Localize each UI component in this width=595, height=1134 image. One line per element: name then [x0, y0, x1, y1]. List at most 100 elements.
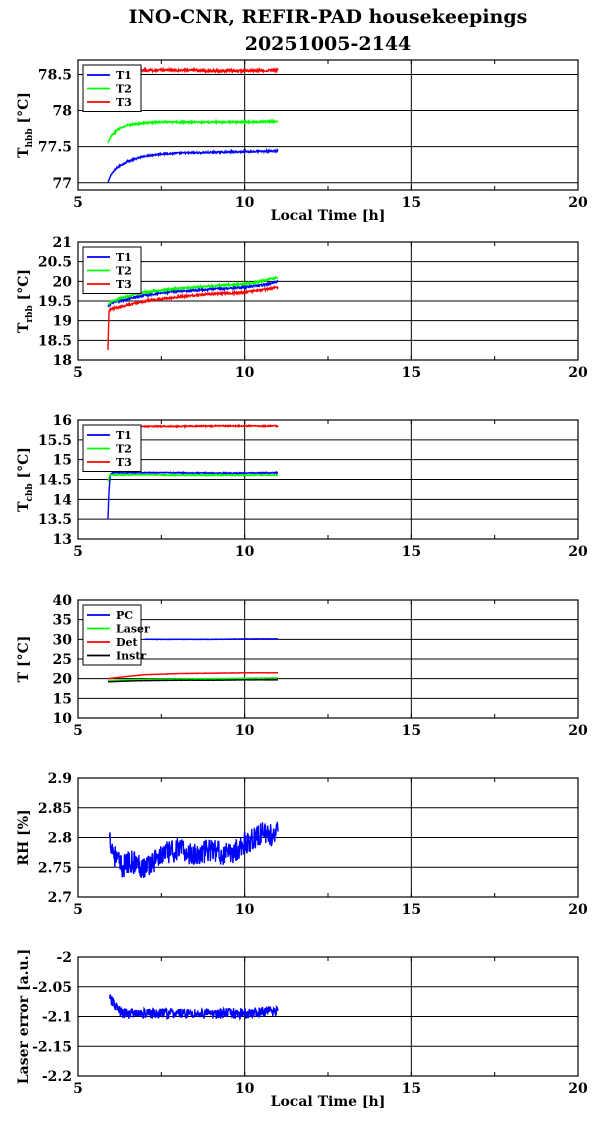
y-tick-label: 21 [53, 235, 72, 251]
x-tick-label: 15 [402, 365, 421, 381]
series-line-t1 [107, 147, 279, 183]
y-tick-label: 2.8 [48, 831, 72, 847]
legend-label: T1 [116, 251, 132, 264]
y-axis-label: RH [%] [16, 809, 32, 865]
y-tick-label: 19.5 [38, 294, 72, 310]
x-tick-label: 20 [568, 195, 588, 211]
y-tick-label: 13.5 [38, 512, 72, 528]
legend-label: T2 [116, 443, 132, 456]
y-tick-label: 2.9 [48, 771, 72, 787]
series-line-pc [144, 637, 279, 641]
legend-label: T3 [116, 456, 132, 469]
series-line-instr [107, 678, 279, 683]
panel-2: 18 18.5 19 19.5 20 20.5 21 5 10 15 20 Trbb [°C] T1T2… [16, 235, 588, 381]
y-axis-label: Tcbb [°C] [16, 447, 35, 512]
y-tick-label: 16 [53, 413, 72, 429]
series-line-data [108, 821, 279, 879]
y-tick-label: 13 [53, 532, 72, 548]
x-tick-label: 10 [235, 1081, 255, 1097]
x-tick-label: 5 [73, 902, 83, 918]
panel-1: 77 77.5 78 78.5 5 10 15 20 Local Time [h] Thbb [°… [16, 59, 588, 224]
panel-3: 13 13.5 14 14.5 15 15.5 16 5 10 15 20 Tcbb [°C] T1T2… [16, 413, 588, 560]
y-tick-label: 20 [53, 274, 73, 290]
x-tick-label: 10 [235, 195, 255, 211]
x-tick-label: 15 [402, 723, 421, 739]
y-tick-label: 19 [53, 314, 72, 330]
x-axis-label: Local Time [h] [271, 1094, 386, 1110]
series-line-t3 [127, 423, 279, 429]
x-tick-label: 20 [568, 544, 588, 560]
y-tick-label: 77.5 [38, 140, 72, 156]
series-line-t1 [107, 279, 279, 308]
series-line-data [108, 994, 279, 1021]
y-tick-label: 2.75 [38, 860, 72, 876]
y-tick-label: 2.85 [38, 801, 72, 817]
legend-label: T1 [116, 429, 132, 442]
y-axis-label: T [°C] [16, 636, 32, 683]
y-tick-label: 15 [53, 691, 72, 707]
y-tick-label: -2.15 [32, 1039, 72, 1055]
x-tick-label: 20 [568, 1081, 588, 1097]
series-line-t2 [107, 118, 279, 144]
y-tick-label: 40 [53, 593, 73, 609]
plot-frame [77, 59, 579, 191]
y-tick-label: 10 [53, 711, 73, 727]
y-tick-label: -2.2 [42, 1069, 72, 1085]
series-line-laser [107, 677, 279, 682]
series-line-det [107, 671, 279, 680]
x-tick-label: 5 [73, 365, 83, 381]
x-tick-label: 10 [235, 723, 255, 739]
legend-label: T2 [116, 83, 132, 96]
figure-title-line2: 20251005-2144 [245, 33, 412, 55]
panel-6: -2.2 -2.15 -2.1 -2.05 -2 5 10 15 20 Local Time [h… [16, 949, 588, 1110]
x-tick-label: 5 [73, 1081, 83, 1097]
y-tick-label: 2.7 [48, 890, 72, 906]
x-tick-label: 15 [402, 1081, 421, 1097]
y-tick-label: -2 [56, 950, 72, 966]
legend-label: Det [116, 636, 139, 649]
x-tick-label: 20 [568, 365, 588, 381]
y-tick-label: 30 [53, 632, 73, 648]
legend-label: T1 [116, 69, 132, 82]
panels: 77 77.5 78 78.5 5 10 15 20 Local Time [h] Thbb [°… [16, 59, 588, 1110]
series-line-t3 [117, 66, 279, 75]
plot-frame [77, 956, 579, 1077]
x-tick-label: 5 [73, 544, 83, 560]
x-tick-label: 20 [568, 723, 588, 739]
y-tick-label: 14 [53, 492, 73, 508]
y-tick-label: 77 [53, 176, 72, 192]
figure-title-line1: INO-CNR, REFIR-PAD housekeepings [129, 6, 528, 28]
plot-frame [77, 777, 579, 898]
legend-label: T2 [116, 265, 132, 278]
series-line-t2 [107, 472, 279, 482]
plot-frame [77, 419, 579, 540]
x-tick-label: 5 [73, 195, 83, 211]
y-tick-label: 35 [53, 613, 72, 629]
x-tick-label: 10 [235, 902, 255, 918]
legend-label: T3 [116, 278, 132, 291]
x-tick-label: 15 [402, 195, 421, 211]
y-axis-label: Trbb [°C] [16, 269, 35, 333]
y-axis-label: Thbb [°C] [16, 92, 35, 158]
y-tick-label: 15 [53, 453, 72, 469]
y-tick-label: 14.5 [38, 473, 72, 489]
y-tick-label: 18 [53, 353, 72, 369]
y-tick-label: 18.5 [38, 333, 72, 349]
series-line-t3 [107, 284, 279, 351]
series-line-t2 [107, 275, 279, 306]
x-tick-label: 10 [235, 544, 255, 560]
x-tick-label: 10 [235, 365, 255, 381]
legend-label: Instr [116, 650, 146, 663]
y-tick-label: 20 [53, 672, 73, 688]
y-tick-label: 78 [53, 104, 72, 120]
y-tick-label: -2.1 [42, 1010, 72, 1026]
plot-frame [77, 599, 579, 719]
y-tick-label: 78.5 [38, 67, 72, 83]
x-tick-label: 20 [568, 902, 588, 918]
y-tick-label: 25 [53, 652, 72, 668]
y-tick-label: -2.05 [32, 980, 72, 996]
